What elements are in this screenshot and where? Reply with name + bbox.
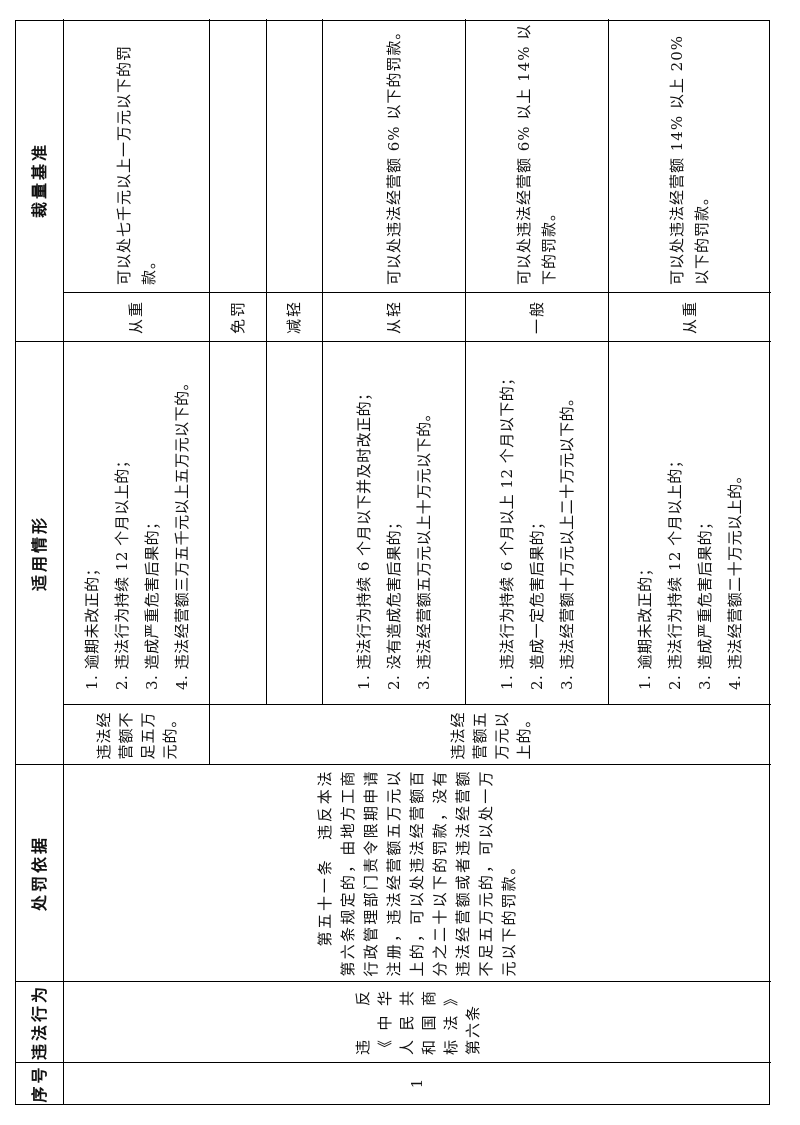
col-header-discretion-benchmark-label: 裁量基准	[29, 142, 49, 219]
cell-tier-label-4: 一般	[466, 292, 609, 341]
cell-tier-label-2: 减轻	[267, 292, 323, 341]
situations-list-tier-0: 1. 逾期未改正的； 2. 违法行为持续 12 个月以上的； 3. 造成严重危害…	[82, 374, 191, 690]
col-header-penalty-basis-label: 处罚依据	[29, 835, 49, 912]
cell-situations-tier-4: 1. 违法行为持续 6 个月以上 12 个月以下的； 2. 造成一定危害后果的；…	[466, 341, 609, 704]
situations-list-tier-5: 1. 逾期未改正的； 2. 违法行为持续 12 个月以上的； 3. 造成严重危害…	[636, 452, 744, 690]
tier-label-0: 从重	[127, 300, 146, 335]
col-header-discretion-benchmark: 裁量基准	[16, 19, 64, 341]
col-header-applicable-situations-label: 适用情形	[29, 515, 49, 592]
tier-label-3: 从轻	[384, 300, 403, 335]
amount-under-50k-text: 违法经营额不足五万元的。	[94, 711, 179, 760]
penalty-text-tier-0: 可以处七千元以上一万元以下的罚款。	[114, 44, 158, 285]
cell-illegal-act: 违反《中华人民共和国商标法》第六条	[64, 981, 771, 1062]
tier-label-1: 免罚	[228, 300, 247, 335]
col-header-illegal-act-label: 违法行为	[29, 984, 49, 1061]
cell-penalty-tier-3: 可以处违法经营额 6% 以下的罚款。	[323, 19, 466, 292]
tier-label-4: 一般	[527, 300, 546, 335]
col-header-serial-label: 序号	[29, 1064, 49, 1103]
penalty-basis-text: 第五十一条 违反本法第六条规定的，由地方工商行政管理部门责令限期申请注册，违法经…	[316, 769, 518, 977]
amount-over-50k-text: 违法经营额五万元以上的。	[448, 711, 533, 760]
cell-amount-under-50k: 违法经营额不足五万元的。	[64, 704, 210, 764]
col-header-applicable-situations: 适用情形	[16, 341, 64, 764]
cell-tier-label-3: 从轻	[323, 292, 466, 341]
cell-amount-over-50k: 违法经营额五万元以上的。	[210, 704, 771, 764]
tier-label-2: 减轻	[285, 300, 304, 335]
situations-list-tier-4: 1. 违法行为持续 6 个月以上 12 个月以下的； 2. 造成一定危害后果的；…	[498, 370, 576, 690]
cell-penalty-tier-0: 可以处七千元以上一万元以下的罚款。	[64, 19, 210, 292]
cell-serial-number: 1	[64, 1062, 771, 1104]
col-header-penalty-basis: 处罚依据	[16, 764, 64, 981]
cell-tier-label-1: 免罚	[210, 292, 267, 341]
tier-label-5: 从重	[680, 300, 699, 335]
situations-list-tier-3: 1. 违法行为持续 6 个月以下并及时改正的； 2. 没有造成危害后果的； 3.…	[355, 385, 433, 690]
cell-situations-tier-3: 1. 违法行为持续 6 个月以下并及时改正的； 2. 没有造成危害后果的； 3.…	[323, 341, 466, 704]
col-header-illegal-act: 违法行为	[16, 981, 64, 1062]
penalty-text-tier-4: 可以处违法经营额 6% 以上 14% 以下的罚款。	[515, 23, 558, 285]
col-header-serial: 序号	[16, 1062, 64, 1104]
cell-penalty-tier-1	[210, 19, 267, 292]
cell-situations-tier-2	[267, 341, 323, 704]
cell-situations-tier-1	[210, 341, 267, 704]
penalty-discretion-table: 序号 违法行为 处罚依据 适用情形 裁量基准 1 违反《中华人民共和国商标法》第…	[15, 19, 771, 1105]
cell-situations-tier-5: 1. 逾期未改正的； 2. 违法行为持续 12 个月以上的； 3. 造成严重危害…	[609, 341, 771, 704]
penalty-text-tier-3: 可以处违法经营额 6% 以下的罚款。	[384, 23, 403, 285]
illegal-act-text: 违反《中华人民共和国商标法》第六条	[353, 989, 482, 1055]
cell-situations-tier-0: 1. 逾期未改正的； 2. 违法行为持续 12 个月以上的； 3. 造成严重危害…	[64, 341, 210, 704]
cell-tier-label-5: 从重	[609, 292, 771, 341]
penalty-text-tier-5: 可以处违法经营额 14% 以上 20% 以下的罚款。	[668, 35, 711, 285]
cell-tier-label-0: 从重	[64, 292, 210, 341]
cell-penalty-tier-5: 可以处违法经营额 14% 以上 20% 以下的罚款。	[609, 19, 771, 292]
cell-penalty-tier-2	[267, 19, 323, 292]
serial-number-value: 1	[408, 1078, 427, 1089]
cell-penalty-tier-4: 可以处违法经营额 6% 以上 14% 以下的罚款。	[466, 19, 609, 292]
cell-penalty-basis: 第五十一条 违反本法第六条规定的，由地方工商行政管理部门责令限期申请注册，违法经…	[64, 764, 771, 981]
